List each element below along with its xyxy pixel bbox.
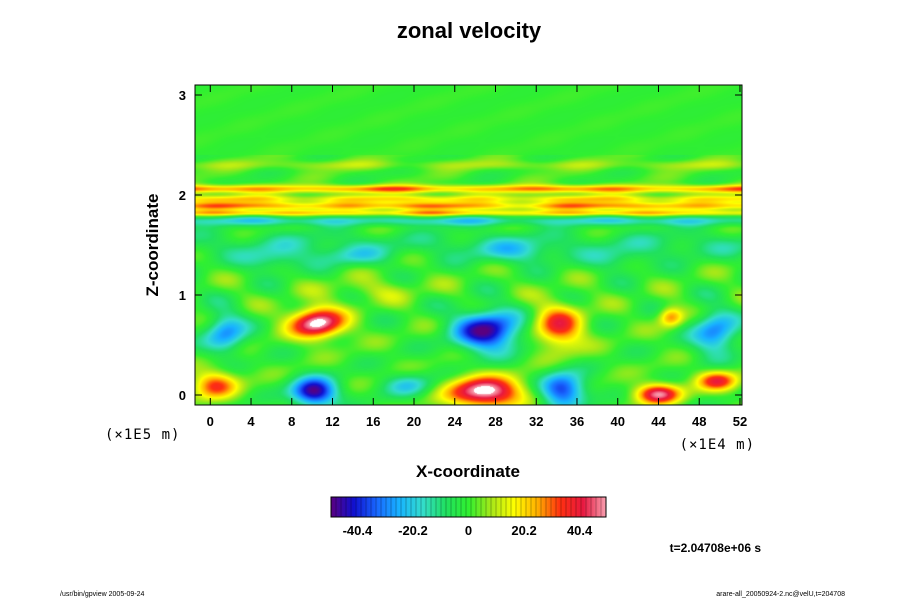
- plot-frame: [194, 84, 743, 406]
- x-tick-label: 8: [288, 414, 295, 429]
- footer-right: arare-all_20050924-2.nc@velU,t=204708: [716, 591, 845, 598]
- colorbar-ticks: -40.4 -20.2 0 20.2 40.4: [343, 523, 593, 538]
- x-tick-label: 16: [366, 414, 380, 429]
- x-tick-label: 24: [448, 414, 463, 429]
- x-tick-label: 0: [207, 414, 214, 429]
- y-tick-label: 0: [179, 388, 186, 403]
- x-tick-label: 28: [488, 414, 502, 429]
- colorbar-divisions: [335, 497, 602, 517]
- colorbar: -40.4 -20.2 0 20.2 40.4: [330, 496, 607, 538]
- x-tick-label: 44: [651, 414, 666, 429]
- x-tick-label: 40: [610, 414, 624, 429]
- x-axis-label: X-coordinate: [416, 462, 520, 481]
- y-axis: 0 1 2 3: [179, 88, 742, 403]
- colorbar-gradient: [331, 497, 606, 517]
- y-tick-label: 1: [179, 288, 186, 303]
- x-tick-label: 32: [529, 414, 543, 429]
- x-tick-label: 36: [570, 414, 584, 429]
- colorbar-frame: [330, 496, 607, 518]
- plot-area: [194, 84, 743, 406]
- x-tick-label: 4: [247, 414, 255, 429]
- y-axis-label: Z-coordinate: [143, 194, 162, 297]
- colorbar-tick-label: 0: [465, 523, 472, 538]
- y-scale-label: (×1E5 m): [105, 427, 180, 443]
- x-tick-label: 12: [325, 414, 339, 429]
- colorbar-tick-label: -20.2: [398, 523, 428, 538]
- footer-left: /usr/bin/gpview 2005-09-24: [60, 591, 145, 598]
- colorbar-tick-label: 20.2: [511, 523, 536, 538]
- colorbar-tick-label: 40.4: [567, 523, 593, 538]
- x-axis: 0 4 8 12 16 20 24 28 32 36 40 44 48 52: [207, 85, 747, 429]
- heatmap-field: [195, 85, 742, 405]
- y-tick-label: 3: [179, 88, 186, 103]
- x-scale-label: (×1E4 m): [680, 437, 755, 453]
- y-tick-label: 2: [179, 188, 186, 203]
- x-tick-label: 48: [692, 414, 706, 429]
- time-label: t=2.04708e+06 s: [670, 541, 762, 555]
- colorbar-tick-label: -40.4: [343, 523, 373, 538]
- x-tick-label: 20: [407, 414, 421, 429]
- x-tick-label: 52: [733, 414, 747, 429]
- chart-title: zonal velocity: [397, 18, 542, 43]
